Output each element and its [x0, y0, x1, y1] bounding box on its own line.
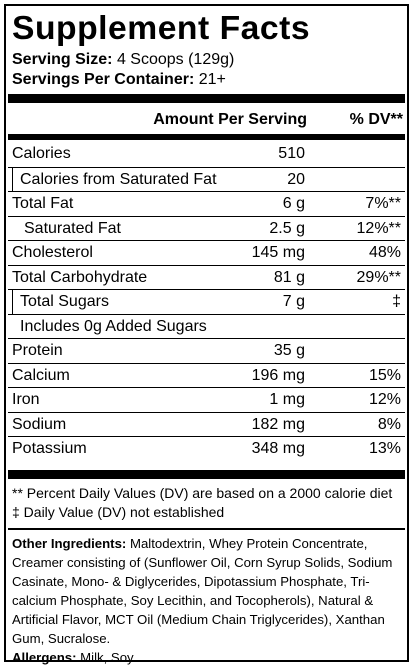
servings-per-container-value: 21+: [198, 71, 226, 88]
nutrient-dv: 12%: [368, 391, 401, 408]
footnote-percent-dv: ** Percent Daily Values (DV) are based o…: [12, 485, 393, 501]
other-ingredients-label: Other Ingredients:: [12, 536, 127, 551]
nutrient-name: Calcium: [12, 366, 70, 384]
footnote-dv-not-established: ‡ Daily Value (DV) not established: [12, 504, 225, 520]
nutrient-name: Sodium: [12, 415, 67, 433]
thick-divider-top: [8, 94, 405, 103]
divider-ingredients: [8, 528, 405, 530]
supplement-facts-panel: Supplement Facts Serving Size: 4 Scoops …: [4, 4, 409, 665]
dv-header: % DV**: [349, 111, 403, 128]
table-row: Iron 1 mg 12%: [8, 387, 405, 411]
nutrient-name: Cholesterol: [12, 244, 93, 261]
nutrient-amount: 2.5 g: [269, 219, 305, 237]
thick-divider-header: [8, 134, 405, 140]
nutrient-amount: 182 mg: [251, 415, 305, 433]
nutrient-name: Potassium: [12, 440, 87, 457]
servings-per-container-label: Servings Per Container:: [12, 71, 195, 88]
nutrient-dv: ‡: [392, 293, 401, 310]
nutrient-amount: 510: [278, 145, 305, 162]
nutrient-amount: 145 mg: [251, 244, 305, 261]
other-ingredients: Other Ingredients: Maltodextrin, Whey Pr…: [12, 534, 401, 667]
nutrient-amount: 35 g: [273, 342, 305, 359]
nutrient-dv: 8%: [377, 415, 401, 433]
nutrient-amount: 20: [287, 170, 305, 188]
table-row: Calories from Saturated Fat 20: [8, 166, 405, 192]
table-row: Potassium 348 mg 13%: [8, 436, 405, 460]
nutrient-name: Saturated Fat: [24, 219, 121, 237]
amount-per-serving-header: Amount Per Serving: [153, 111, 307, 128]
nutrient-dv: 7%**: [365, 195, 401, 212]
indent-rule: [12, 290, 13, 314]
table-row: Calories 510: [8, 142, 405, 166]
table-row: Saturated Fat 2.5 g 12%**: [8, 215, 405, 240]
serving-size-label: Serving Size:: [12, 51, 113, 68]
indent-rule: [12, 167, 13, 192]
table-row: Sodium 182 mg 8%: [8, 411, 405, 436]
nutrient-name: Total Sugars: [20, 293, 109, 310]
serving-size-value: 4 Scoops (129g): [116, 51, 235, 68]
nutrient-dv: 15%: [368, 366, 401, 384]
nutrient-name: Includes 0g Added Sugars: [20, 317, 207, 335]
nutrient-name: Total Fat: [12, 195, 74, 212]
nutrient-amount: 81 g: [273, 268, 305, 286]
nutrient-name: Calories: [12, 145, 71, 162]
nutrient-amount: 348 mg: [251, 440, 305, 457]
allergens-text: Milk, Soy.: [76, 650, 137, 665]
table-row: Cholesterol 145 mg 48%: [8, 240, 405, 264]
servings-per-container: Servings Per Container: 21+: [12, 70, 226, 90]
serving-size: Serving Size: 4 Scoops (129g): [12, 50, 234, 70]
table-row: Total Sugars 7 g ‡: [8, 289, 405, 314]
other-ingredients-text: Maltodextrin, Whey Protein Concentrate, …: [12, 536, 393, 646]
allergens-label: Allergens:: [12, 650, 77, 665]
nutrient-amount: 196 mg: [251, 366, 305, 384]
nutrient-dv: 29%**: [356, 268, 401, 286]
nutrient-dv: 13%: [368, 440, 401, 457]
nutrient-amount: 6 g: [282, 195, 305, 212]
nutrient-amount: 7 g: [282, 293, 305, 310]
nutrient-dv: 48%: [368, 244, 401, 261]
nutrient-dv: 12%**: [356, 219, 401, 237]
nutrient-name: Total Carbohydrate: [12, 268, 148, 286]
table-row: Calcium 196 mg 15%: [8, 362, 405, 387]
thick-divider-bottom: [8, 470, 405, 479]
nutrient-name: Iron: [12, 391, 40, 408]
table-row: Total Fat 6 g 7%**: [8, 191, 405, 215]
nutrient-amount: 1 mg: [269, 391, 305, 408]
table-row: Includes 0g Added Sugars: [8, 313, 405, 338]
table-row: Protein 35 g: [8, 338, 405, 362]
nutrient-name: Calories from Saturated Fat: [20, 170, 217, 188]
panel-title: Supplement Facts: [12, 9, 311, 46]
table-row: Total Carbohydrate 81 g 29%**: [8, 264, 405, 289]
nutrient-name: Protein: [12, 342, 63, 359]
